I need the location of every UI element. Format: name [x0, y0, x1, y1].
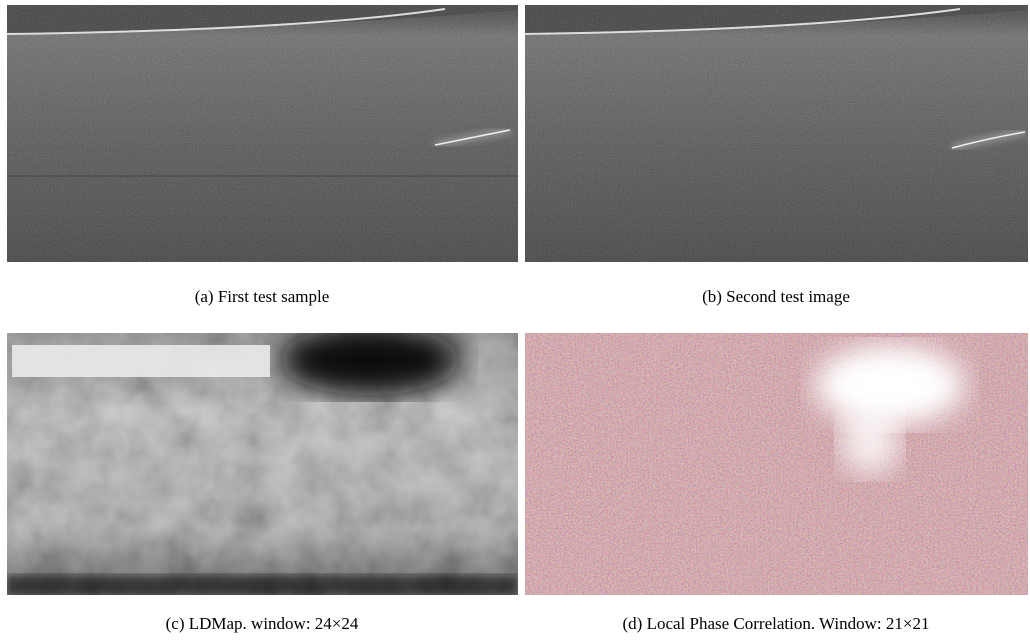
image-a	[7, 5, 518, 262]
caption: (d) Local Phase Correlation. Window: 21×…	[623, 614, 930, 633]
image-b	[525, 5, 1028, 262]
image-d	[525, 333, 1028, 595]
caption: (a) First test sample	[195, 287, 330, 306]
image-c	[7, 333, 518, 595]
caption: (b) Second test image	[702, 287, 850, 306]
caption: (c) LDMap. window: 24×24	[166, 614, 359, 633]
